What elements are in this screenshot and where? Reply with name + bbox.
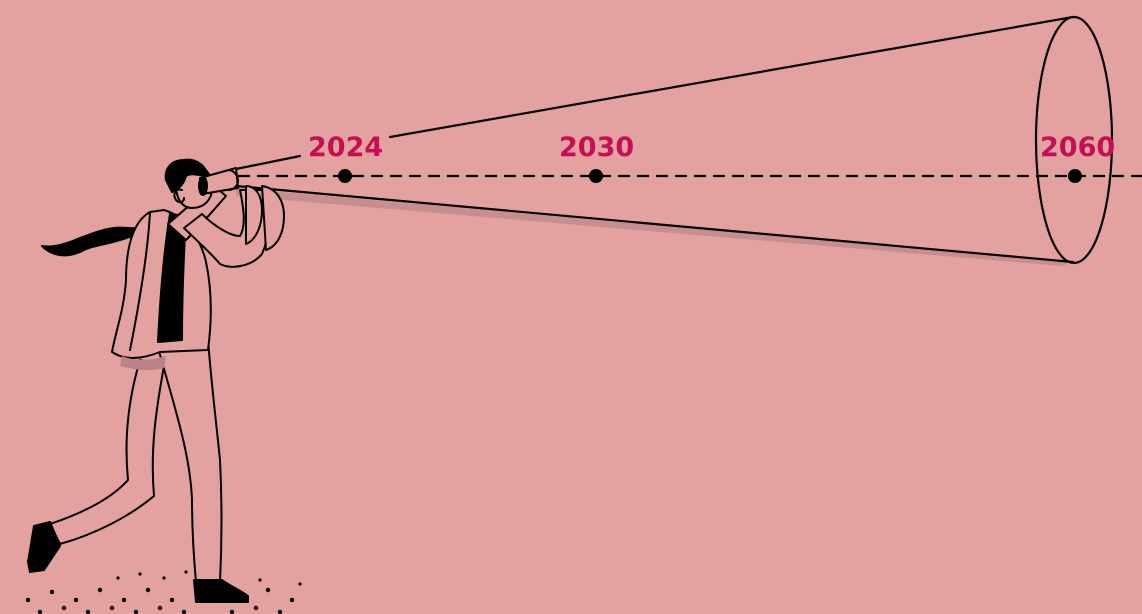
hand-back	[245, 185, 263, 245]
milestone-label-2024: 2024	[308, 132, 383, 163]
eyepiece-ring	[198, 176, 208, 196]
milestone-dot-2024	[338, 169, 352, 183]
ear	[173, 188, 185, 204]
jacket-shadow	[120, 356, 166, 371]
ground-dots	[25, 570, 302, 614]
front-shoe	[193, 579, 249, 603]
flying-tie	[41, 213, 191, 257]
jacket-lapel	[129, 211, 151, 351]
milestone-label-2060: 2060	[1040, 132, 1115, 163]
hand-front	[261, 185, 285, 251]
milestone-dot-2060	[1068, 169, 1082, 183]
telescope-cone	[234, 15, 1114, 265]
milestone-label-2030: 2030	[559, 132, 634, 163]
milestone-dot-2030	[589, 169, 603, 183]
front-leg	[155, 339, 223, 583]
back-shoe	[27, 521, 61, 573]
shirt-front	[157, 213, 187, 343]
businessman-figure	[27, 158, 285, 603]
back-leg	[49, 359, 165, 545]
eyepiece-collar	[227, 169, 239, 191]
telescope-cone-shadow	[236, 188, 1072, 266]
